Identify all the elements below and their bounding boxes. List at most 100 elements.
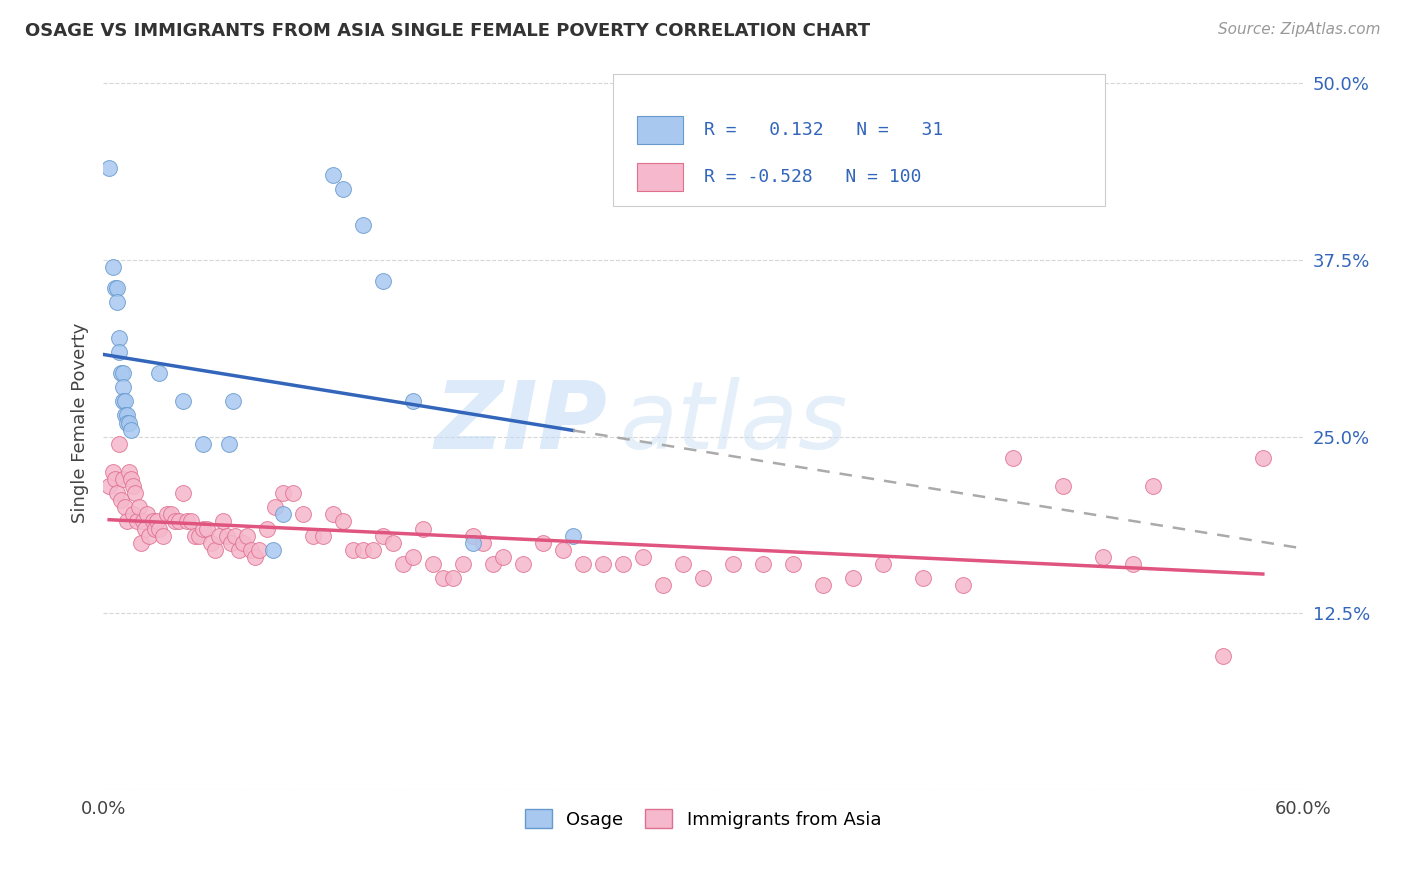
Point <box>872 557 894 571</box>
Point <box>1122 557 1144 571</box>
Point <box>218 436 240 450</box>
Point <box>108 436 131 450</box>
Point <box>180 515 202 529</box>
Point <box>165 515 187 529</box>
Point <box>461 528 484 542</box>
Point <box>184 528 207 542</box>
Point <box>115 409 138 423</box>
Point <box>236 528 259 542</box>
Point <box>118 416 141 430</box>
Point <box>382 535 405 549</box>
Point <box>332 182 354 196</box>
Point <box>264 500 287 515</box>
Bar <box>637 116 682 144</box>
Point <box>156 508 179 522</box>
Point <box>110 493 132 508</box>
Point <box>247 542 270 557</box>
Point <box>167 515 190 529</box>
Point <box>461 535 484 549</box>
Point <box>217 528 239 542</box>
Point <box>98 161 121 176</box>
Text: R =   0.132   N =   31: R = 0.132 N = 31 <box>704 120 943 138</box>
Bar <box>637 163 682 191</box>
Point <box>124 486 146 500</box>
Point <box>204 542 226 557</box>
Point <box>312 528 335 542</box>
Point <box>721 557 744 571</box>
Point <box>118 465 141 479</box>
Point <box>160 508 183 522</box>
FancyBboxPatch shape <box>613 73 1105 206</box>
Point <box>132 515 155 529</box>
Point <box>152 528 174 542</box>
Point <box>322 168 344 182</box>
Point <box>1142 479 1164 493</box>
Point <box>281 486 304 500</box>
Point <box>422 557 444 571</box>
Point <box>232 535 254 549</box>
Point <box>492 549 515 564</box>
Point <box>361 542 384 557</box>
Point <box>342 542 364 557</box>
Point <box>271 486 294 500</box>
Text: OSAGE VS IMMIGRANTS FROM ASIA SINGLE FEMALE POVERTY CORRELATION CHART: OSAGE VS IMMIGRANTS FROM ASIA SINGLE FEM… <box>25 22 870 40</box>
Point <box>1001 450 1024 465</box>
Point <box>200 535 222 549</box>
Point <box>112 366 135 380</box>
Point <box>115 416 138 430</box>
Legend: Osage, Immigrants from Asia: Osage, Immigrants from Asia <box>517 802 889 836</box>
Point <box>142 515 165 529</box>
Point <box>612 557 634 571</box>
Point <box>811 578 834 592</box>
Point <box>143 521 166 535</box>
Text: ZIP: ZIP <box>434 376 607 468</box>
Point <box>562 528 585 542</box>
Point <box>292 508 315 522</box>
Point <box>472 535 495 549</box>
Point <box>441 571 464 585</box>
Point <box>512 557 534 571</box>
Point <box>105 281 128 295</box>
Point <box>129 535 152 549</box>
Text: Source: ZipAtlas.com: Source: ZipAtlas.com <box>1218 22 1381 37</box>
Point <box>228 542 250 557</box>
Point <box>219 535 242 549</box>
Point <box>392 557 415 571</box>
Point <box>911 571 934 585</box>
Point <box>134 521 156 535</box>
Point <box>371 528 394 542</box>
Point <box>371 274 394 288</box>
Point <box>146 515 169 529</box>
Point <box>122 508 145 522</box>
Point <box>104 472 127 486</box>
Point <box>98 479 121 493</box>
Point <box>191 521 214 535</box>
Point <box>112 472 135 486</box>
Point <box>592 557 614 571</box>
Point <box>172 394 194 409</box>
Point <box>451 557 474 571</box>
Point <box>176 515 198 529</box>
Point <box>136 508 159 522</box>
Point <box>631 549 654 564</box>
Point <box>672 557 695 571</box>
Point <box>128 500 150 515</box>
Point <box>243 549 266 564</box>
Point <box>191 436 214 450</box>
Point <box>114 409 136 423</box>
Point <box>188 528 211 542</box>
Point <box>172 486 194 500</box>
Point <box>240 542 263 557</box>
Point <box>195 521 218 535</box>
Point <box>138 528 160 542</box>
Point <box>1052 479 1074 493</box>
Point <box>101 260 124 274</box>
Point <box>402 549 425 564</box>
Point <box>112 394 135 409</box>
Point <box>302 528 325 542</box>
Point <box>482 557 505 571</box>
Point <box>110 366 132 380</box>
Point <box>224 528 246 542</box>
Point <box>114 394 136 409</box>
Point <box>108 344 131 359</box>
